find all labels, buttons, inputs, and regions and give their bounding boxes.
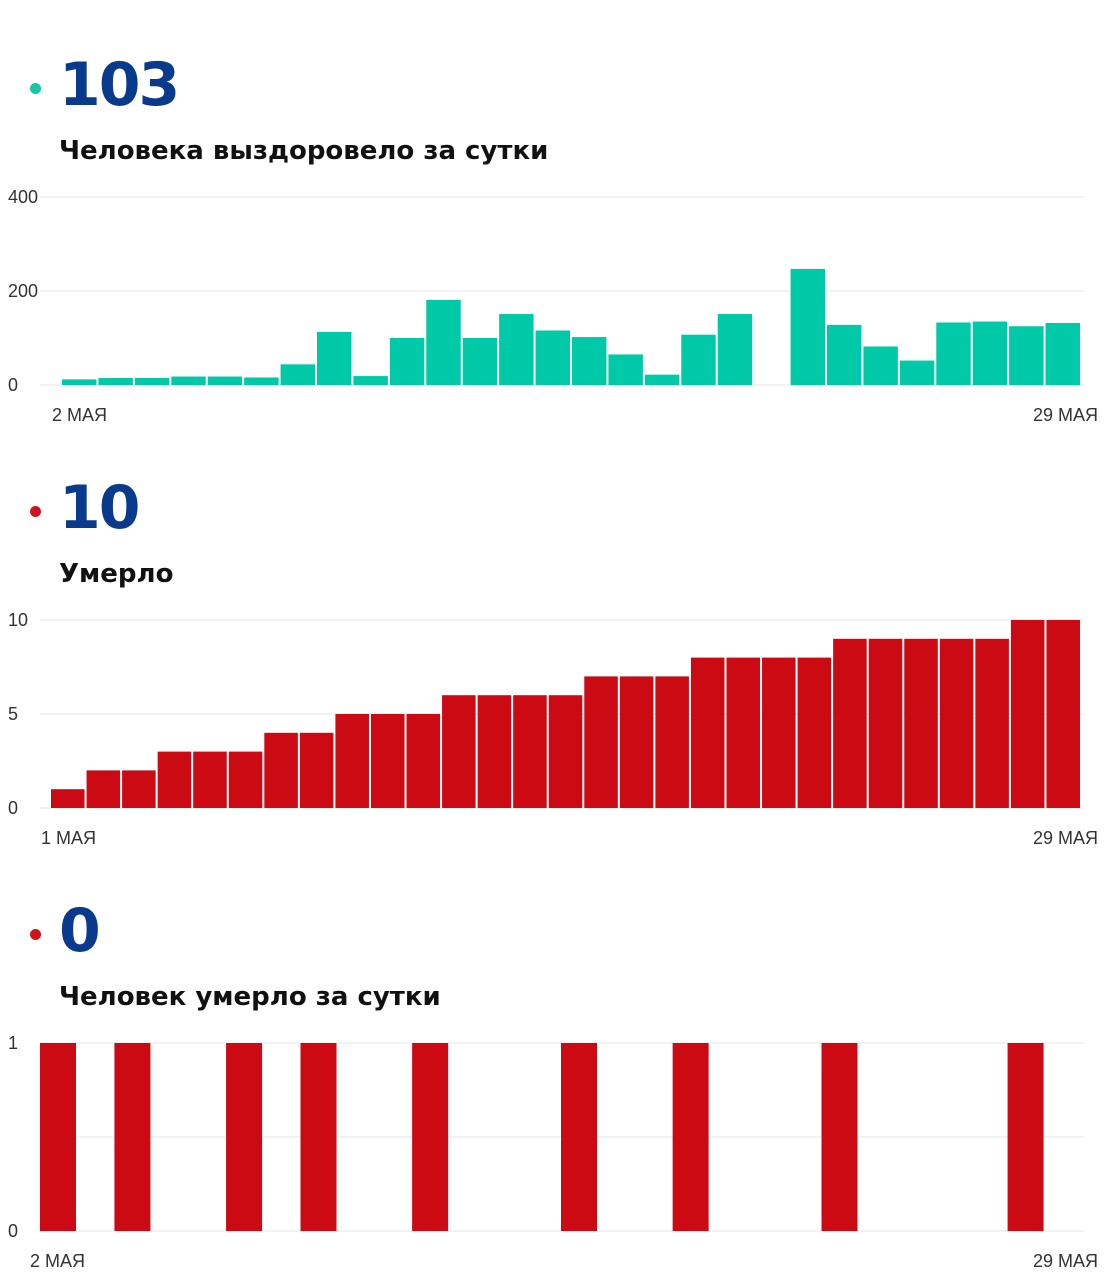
bar: [86, 770, 121, 808]
bar: [868, 638, 903, 808]
bar: [608, 354, 643, 385]
bar: [584, 676, 618, 808]
bar: [690, 657, 725, 808]
bar: [317, 331, 352, 385]
bar: [833, 638, 867, 808]
x-start-label: 2 МАЯ: [30, 1251, 85, 1271]
bar: [280, 364, 315, 385]
deaths-daily-chart: 0 1 2 МАЯ 29 МАЯ: [8, 1033, 1098, 1271]
bar: [726, 657, 761, 808]
bar: [426, 299, 461, 385]
bar: [370, 714, 405, 808]
y-tick-label: 200: [8, 281, 38, 301]
bar: [513, 695, 547, 808]
bar: [797, 657, 832, 808]
y-tick-label: 0: [8, 375, 18, 395]
bar: [299, 732, 334, 808]
y-tick-label: 5: [8, 704, 18, 724]
bar: [264, 732, 298, 808]
bar: [821, 1043, 858, 1231]
bar: [899, 360, 935, 385]
bar: [62, 379, 97, 385]
bar: [790, 268, 825, 385]
deaths-total-count: 10: [59, 473, 140, 543]
recovered-count: 103: [59, 50, 180, 120]
deaths-daily-count: 0: [59, 896, 101, 966]
bar: [228, 751, 263, 808]
bar: [548, 695, 583, 808]
bar: [717, 314, 753, 385]
x-end-label: 29 МАЯ: [1033, 1251, 1098, 1271]
deaths-total-section: 10 Умерло 0 5 10 1 МАЯ 29 МАЯ: [8, 473, 1098, 848]
bar: [975, 638, 1009, 808]
bar: [1010, 620, 1045, 808]
bar: [1007, 1043, 1044, 1231]
bar: [535, 330, 570, 385]
bar: [672, 1043, 709, 1231]
recovered-dot: [30, 83, 41, 94]
bar: [389, 338, 425, 385]
deaths-total-label: Умерло: [59, 559, 174, 589]
bar: [499, 314, 534, 385]
bar: [462, 338, 498, 385]
bar: [171, 376, 206, 385]
bar: [157, 751, 192, 808]
bar: [477, 695, 512, 808]
bar: [244, 377, 279, 385]
x-start-label: 2 МАЯ: [52, 405, 107, 425]
bar: [122, 770, 156, 808]
bar: [207, 376, 243, 385]
x-start-label: 1 МАЯ: [41, 828, 96, 848]
bar: [619, 676, 654, 808]
bar: [193, 751, 227, 808]
y-tick-label: 0: [8, 1221, 18, 1241]
recovered-chart: 0 200 400 2 МАЯ 29 МАЯ: [8, 187, 1098, 425]
bar: [412, 1043, 449, 1231]
bar: [226, 1043, 263, 1231]
bar: [561, 1043, 597, 1231]
bar: [1045, 322, 1080, 385]
bar: [644, 374, 680, 385]
x-end-label: 29 МАЯ: [1033, 405, 1098, 425]
bar: [406, 714, 441, 808]
bar: [762, 657, 796, 808]
bar: [904, 638, 938, 808]
bar: [51, 789, 85, 808]
bar: [572, 337, 607, 385]
deaths-total-chart: 0 5 10 1 МАЯ 29 МАЯ: [8, 610, 1098, 848]
bar: [939, 638, 974, 808]
y-tick-label: 1: [8, 1033, 18, 1053]
y-tick-label: 10: [8, 610, 28, 630]
bar: [335, 714, 369, 808]
deaths-daily-dot: [30, 929, 41, 940]
bar: [655, 676, 689, 808]
bar: [40, 1043, 76, 1231]
y-tick-label: 0: [8, 798, 18, 818]
bar: [972, 321, 1008, 385]
bar: [827, 324, 862, 385]
bar: [863, 346, 898, 385]
bar: [300, 1043, 337, 1231]
recovered-section: 103 Человека выздоровело за сутки 0 200 40…: [0, 0, 1120, 440]
bar: [936, 322, 971, 385]
deaths-daily-label: Человек умерло за сутки: [59, 982, 441, 1012]
bar: [442, 695, 476, 808]
x-end-label: 29 МАЯ: [1033, 828, 1098, 848]
bar: [681, 334, 716, 385]
y-tick-label: 400: [8, 187, 38, 207]
bar: [134, 377, 170, 385]
bar: [1046, 620, 1080, 808]
bar: [1009, 326, 1044, 385]
bar: [98, 377, 133, 385]
recovered-label: Человека выздоровело за сутки: [59, 136, 549, 166]
bar: [353, 376, 388, 385]
bar: [114, 1043, 151, 1231]
deaths-total-dot: [30, 506, 41, 517]
